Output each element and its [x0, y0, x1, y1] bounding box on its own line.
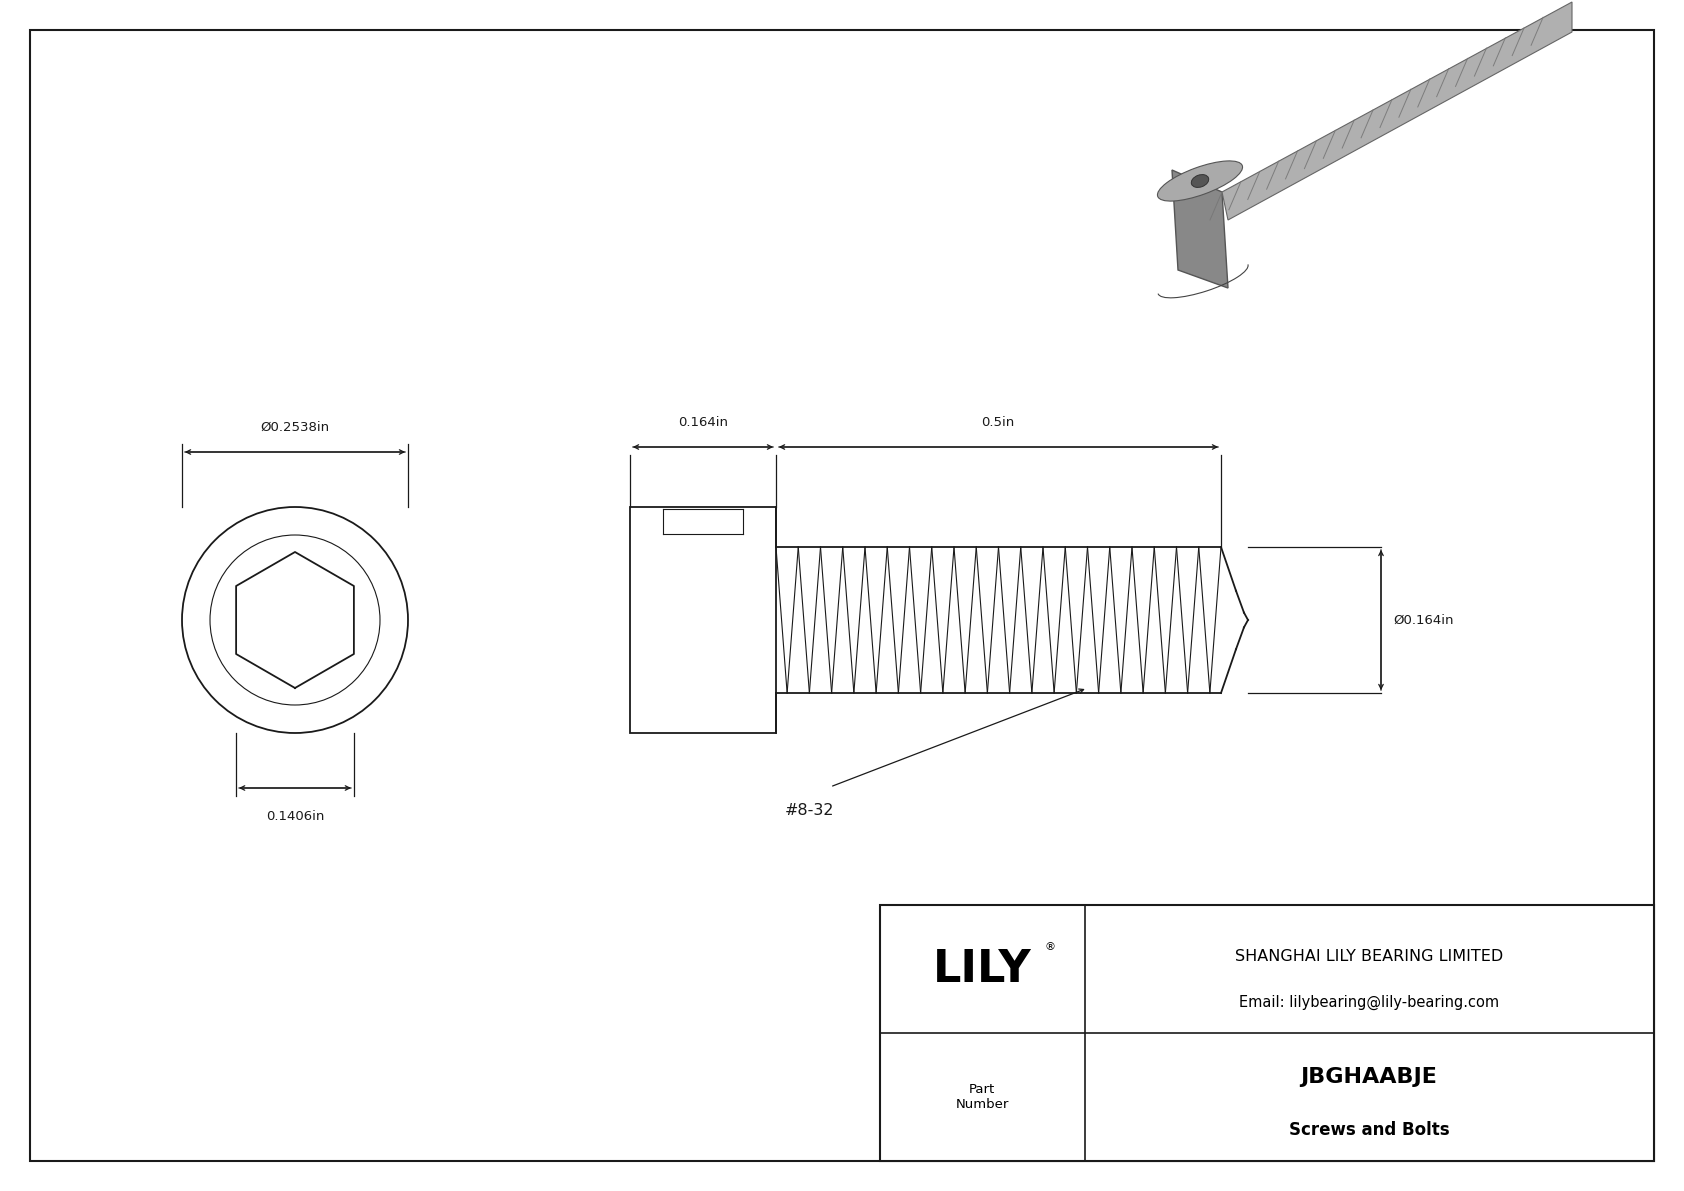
Ellipse shape	[1157, 161, 1243, 201]
Text: Part
Number: Part Number	[955, 1083, 1009, 1111]
Text: 0.164in: 0.164in	[679, 416, 727, 429]
Text: JBGHAABJE: JBGHAABJE	[1300, 1066, 1438, 1086]
Polygon shape	[1172, 170, 1228, 288]
Text: LILY: LILY	[933, 948, 1031, 991]
Polygon shape	[1223, 2, 1571, 220]
Text: Screws and Bolts: Screws and Bolts	[1288, 1121, 1450, 1140]
Text: 0.5in: 0.5in	[982, 416, 1015, 429]
Text: SHANGHAI LILY BEARING LIMITED: SHANGHAI LILY BEARING LIMITED	[1234, 949, 1504, 964]
Bar	[630, 507, 776, 732]
Text: ®: ®	[1044, 942, 1056, 952]
Text: 0.1406in: 0.1406in	[266, 810, 325, 823]
Text: Ø0.164in: Ø0.164in	[1393, 613, 1453, 626]
Text: Ø0.2538in: Ø0.2538in	[261, 420, 330, 434]
Text: #8-32: #8-32	[785, 803, 835, 818]
Bar	[881, 905, 1654, 1161]
Ellipse shape	[1191, 175, 1209, 187]
Text: Email: lilybearing@lily-bearing.com: Email: lilybearing@lily-bearing.com	[1239, 994, 1499, 1010]
